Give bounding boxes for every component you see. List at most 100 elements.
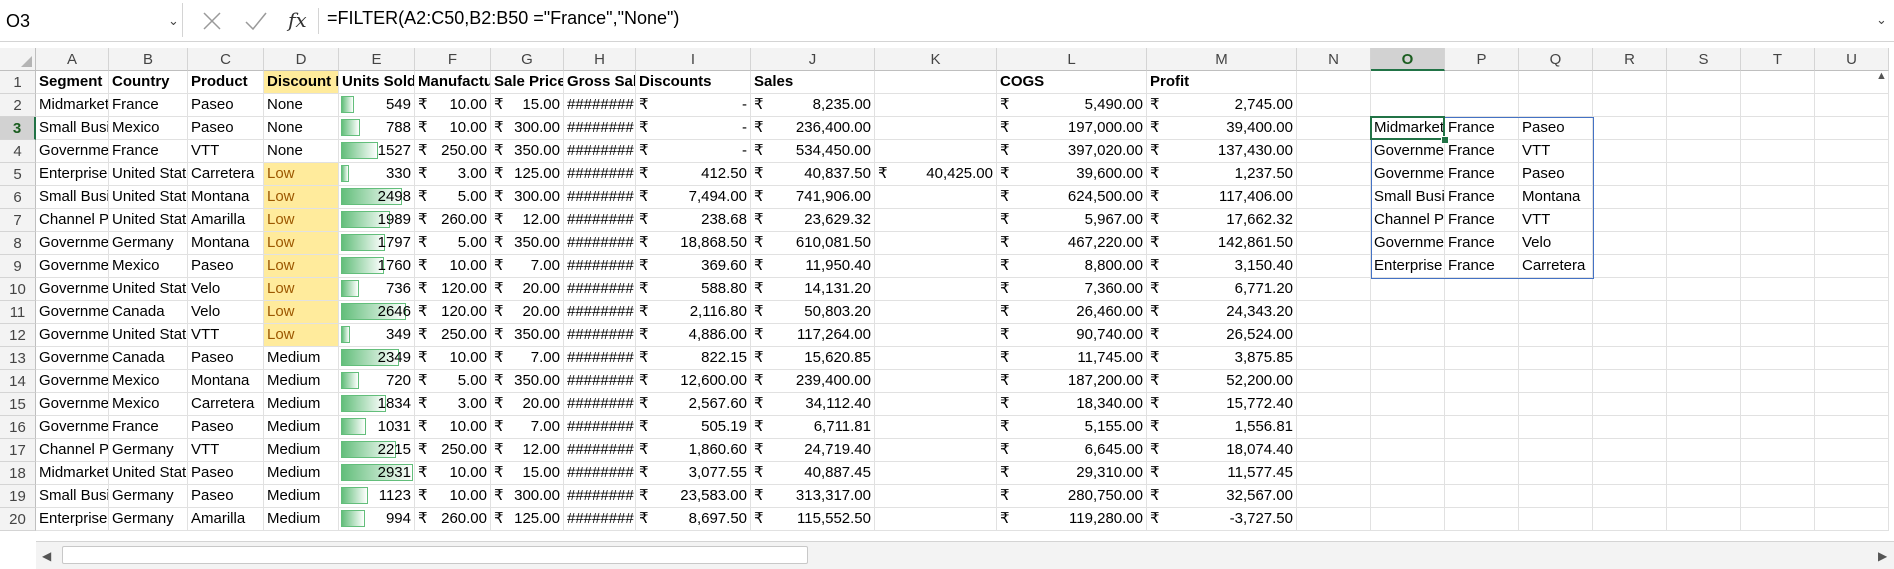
empty-cell[interactable]	[1297, 71, 1371, 94]
filter-result-cell[interactable]: Midmarket	[1371, 117, 1445, 140]
empty-cell[interactable]	[1593, 370, 1667, 393]
currency-cell[interactable]: ₹822.15	[636, 347, 751, 370]
segment-cell[interactable]: Channel Partners	[36, 439, 109, 462]
header-cell[interactable]: Manufacturing Price	[415, 71, 491, 94]
currency-cell[interactable]: ₹7,494.00	[636, 186, 751, 209]
empty-cell[interactable]	[1667, 301, 1741, 324]
currency-cell[interactable]: ₹412.50	[636, 163, 751, 186]
currency-cell[interactable]: ₹40,425.00	[875, 163, 997, 186]
empty-cell[interactable]	[875, 301, 997, 324]
currency-cell[interactable]: ₹624,500.00	[997, 186, 1147, 209]
currency-cell[interactable]: ₹8,800.00	[997, 255, 1147, 278]
empty-cell[interactable]	[1741, 508, 1815, 531]
gross-sales-cell[interactable]: ########	[564, 393, 636, 416]
empty-cell[interactable]	[1667, 370, 1741, 393]
country-cell[interactable]: United States of America	[109, 462, 188, 485]
gross-sales-cell[interactable]: ########	[564, 439, 636, 462]
country-cell[interactable]: Mexico	[109, 117, 188, 140]
empty-cell[interactable]	[1815, 370, 1889, 393]
units-sold-cell[interactable]: 349	[339, 324, 415, 347]
product-cell[interactable]: Paseo	[188, 462, 264, 485]
discount-band-cell[interactable]: Medium	[264, 393, 339, 416]
empty-cell[interactable]	[1445, 71, 1519, 94]
row-header-7[interactable]: 7	[0, 209, 36, 232]
currency-cell[interactable]: ₹40,887.45	[751, 462, 875, 485]
empty-cell[interactable]	[1519, 94, 1593, 117]
empty-cell[interactable]	[1297, 117, 1371, 140]
product-cell[interactable]: Carretera	[188, 393, 264, 416]
empty-cell[interactable]	[1593, 439, 1667, 462]
scrollbar-thumb[interactable]	[62, 546, 808, 564]
row-header-15[interactable]: 15	[0, 393, 36, 416]
scroll-left-icon[interactable]: ◀	[42, 549, 52, 563]
empty-cell[interactable]	[1741, 140, 1815, 163]
column-header-m[interactable]: M	[1147, 48, 1297, 71]
header-cell[interactable]: Units Sold	[339, 71, 415, 94]
units-sold-cell[interactable]: 1527	[339, 140, 415, 163]
empty-cell[interactable]	[1667, 163, 1741, 186]
insert-function-icon[interactable]: fx	[288, 8, 307, 32]
segment-cell[interactable]: Small Business	[36, 186, 109, 209]
segment-cell[interactable]: Government	[36, 324, 109, 347]
discount-band-cell[interactable]: None	[264, 94, 339, 117]
empty-cell[interactable]	[1445, 370, 1519, 393]
row-header-11[interactable]: 11	[0, 301, 36, 324]
row-header-10[interactable]: 10	[0, 278, 36, 301]
product-cell[interactable]: VTT	[188, 324, 264, 347]
currency-cell[interactable]: ₹20.00	[491, 301, 564, 324]
currency-cell[interactable]: ₹125.00	[491, 163, 564, 186]
empty-cell[interactable]	[1371, 347, 1445, 370]
product-cell[interactable]: Paseo	[188, 94, 264, 117]
currency-cell[interactable]: ₹26,460.00	[997, 301, 1147, 324]
empty-cell[interactable]	[1593, 117, 1667, 140]
empty-cell[interactable]	[1741, 462, 1815, 485]
currency-cell[interactable]: ₹239,400.00	[751, 370, 875, 393]
currency-cell[interactable]: ₹250.00	[415, 140, 491, 163]
units-sold-cell[interactable]: 2349	[339, 347, 415, 370]
currency-cell[interactable]: ₹24,719.40	[751, 439, 875, 462]
empty-cell[interactable]	[1297, 163, 1371, 186]
empty-cell[interactable]	[1667, 94, 1741, 117]
units-sold-cell[interactable]: 2931	[339, 462, 415, 485]
units-sold-cell[interactable]: 1989	[339, 209, 415, 232]
column-header-j[interactable]: J	[751, 48, 875, 71]
column-header-c[interactable]: C	[188, 48, 264, 71]
currency-cell[interactable]: ₹505.19	[636, 416, 751, 439]
empty-cell[interactable]	[1297, 94, 1371, 117]
empty-cell[interactable]	[1297, 278, 1371, 301]
empty-cell[interactable]	[1741, 117, 1815, 140]
empty-cell[interactable]	[1815, 232, 1889, 255]
empty-cell[interactable]	[1593, 393, 1667, 416]
header-cell[interactable]: Product	[188, 71, 264, 94]
empty-cell[interactable]	[1741, 439, 1815, 462]
empty-cell[interactable]	[1445, 324, 1519, 347]
empty-cell[interactable]	[875, 255, 997, 278]
currency-cell[interactable]: ₹50,803.20	[751, 301, 875, 324]
country-cell[interactable]: Germany	[109, 232, 188, 255]
segment-cell[interactable]: Enterprise	[36, 508, 109, 531]
country-cell[interactable]: United States of America	[109, 163, 188, 186]
currency-cell[interactable]: ₹10.00	[415, 117, 491, 140]
empty-cell[interactable]	[875, 439, 997, 462]
empty-cell[interactable]	[1445, 393, 1519, 416]
empty-cell[interactable]	[1815, 416, 1889, 439]
empty-cell[interactable]	[875, 393, 997, 416]
row-header-18[interactable]: 18	[0, 462, 36, 485]
currency-cell[interactable]: ₹ -	[636, 94, 751, 117]
units-sold-cell[interactable]: 330	[339, 163, 415, 186]
segment-cell[interactable]: Small Business	[36, 485, 109, 508]
segment-cell[interactable]: Government	[36, 232, 109, 255]
header-cell[interactable]: Sale Price	[491, 71, 564, 94]
filter-result-cell[interactable]: VTT	[1519, 209, 1593, 232]
gross-sales-cell[interactable]: ########	[564, 462, 636, 485]
currency-cell[interactable]: ₹187,200.00	[997, 370, 1147, 393]
empty-cell[interactable]	[1815, 94, 1889, 117]
row-header-13[interactable]: 13	[0, 347, 36, 370]
currency-cell[interactable]: ₹7,360.00	[997, 278, 1147, 301]
empty-cell[interactable]	[1445, 439, 1519, 462]
empty-cell[interactable]	[1371, 71, 1445, 94]
row-header-9[interactable]: 9	[0, 255, 36, 278]
empty-cell[interactable]	[1371, 393, 1445, 416]
empty-cell[interactable]	[1297, 439, 1371, 462]
empty-cell[interactable]	[1815, 255, 1889, 278]
